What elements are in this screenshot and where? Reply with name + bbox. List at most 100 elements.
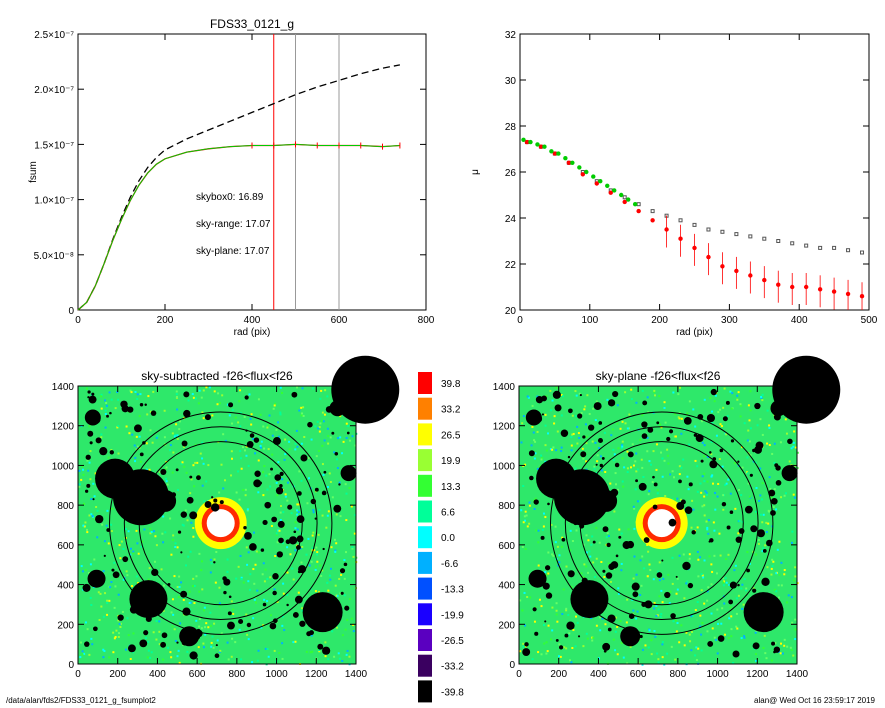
x-tick-label: 400: [590, 669, 607, 680]
noise-pixel: [300, 442, 303, 445]
noise-pixel: [314, 590, 317, 593]
noise-pixel: [621, 440, 624, 443]
noise-pixel: [794, 638, 797, 641]
noise-pixel: [641, 466, 644, 469]
mask-dot: [204, 501, 212, 508]
mask-dot: [121, 405, 129, 413]
noise-pixel: [317, 533, 320, 536]
noise-pixel: [604, 470, 607, 473]
noise-pixel: [570, 449, 573, 452]
noise-pixel: [683, 597, 686, 600]
mask-dot: [84, 641, 90, 647]
noise-pixel: [741, 607, 744, 610]
x-tick-label: 600: [630, 669, 647, 680]
footer-path: /data/alan/fds2/FDS33_0121_g_fsumplot2: [6, 696, 156, 705]
noise-pixel: [688, 557, 691, 560]
noise-pixel: [755, 487, 758, 490]
data-point: [577, 165, 582, 170]
mask-dot: [755, 441, 764, 450]
data-point: [584, 169, 589, 175]
noise-pixel: [103, 650, 106, 653]
mask-dot: [91, 392, 95, 396]
noise-pixel: [176, 546, 179, 549]
noise-pixel: [661, 656, 664, 659]
noise-pixel: [697, 575, 700, 578]
noise-pixel: [680, 624, 683, 627]
noise-pixel: [780, 584, 783, 587]
noise-pixel: [269, 576, 272, 579]
mask-dot: [786, 394, 794, 402]
mask-dot: [85, 489, 89, 493]
noise-pixel: [187, 399, 190, 402]
noise-pixel: [708, 555, 711, 558]
y-tick-label: 0: [68, 306, 74, 317]
data-point: [817, 287, 823, 292]
noise-pixel: [568, 549, 571, 552]
noise-pixel: [694, 654, 697, 657]
noise-pixel: [737, 532, 740, 535]
noise-pixel: [570, 436, 573, 439]
noise-pixel: [117, 425, 120, 428]
noise-pixel: [560, 446, 563, 449]
noise-pixel: [741, 466, 744, 469]
noise-pixel: [559, 655, 562, 658]
mask-dot: [725, 400, 730, 405]
noise-pixel: [740, 637, 743, 640]
noise-pixel: [339, 515, 342, 518]
noise-pixel: [329, 567, 332, 570]
noise-pixel: [699, 614, 702, 617]
noise-pixel: [85, 528, 88, 531]
noise-pixel: [286, 481, 289, 484]
noise-pixel: [536, 430, 539, 433]
noise-pixel: [594, 419, 597, 422]
noise-pixel: [246, 563, 249, 566]
noise-pixel: [164, 531, 167, 534]
mask-dot: [176, 641, 179, 644]
noise-pixel: [276, 494, 279, 497]
noise-pixel: [526, 395, 529, 398]
noise-pixel: [144, 636, 147, 639]
noise-pixel: [341, 659, 344, 662]
mask-dot: [186, 496, 194, 504]
noise-pixel: [588, 412, 591, 415]
noise-pixel: [520, 441, 523, 444]
noise-pixel: [232, 612, 235, 615]
noise-pixel: [551, 399, 554, 402]
noise-pixel: [171, 538, 174, 541]
noise-pixel: [664, 494, 667, 497]
noise-pixel: [288, 448, 291, 451]
noise-pixel: [759, 418, 762, 421]
mask-dot: [529, 475, 534, 481]
noise-pixel: [765, 657, 768, 660]
noise-pixel: [771, 452, 774, 455]
mask-dot: [754, 402, 761, 410]
mask-dot: [528, 450, 535, 457]
noise-pixel: [315, 455, 318, 458]
noise-pixel: [575, 529, 578, 532]
noise-pixel: [309, 651, 312, 654]
noise-pixel: [730, 628, 733, 631]
mask-dot: [534, 415, 543, 423]
noise-pixel: [614, 630, 617, 633]
annotation-0: skybox0: 16.89: [196, 192, 264, 203]
noise-pixel: [768, 444, 771, 447]
noise-pixel: [653, 629, 656, 632]
noise-pixel: [778, 540, 781, 543]
noise-pixel: [549, 389, 552, 392]
mask-dot: [567, 570, 575, 578]
mask-dot: [161, 632, 168, 639]
noise-pixel: [117, 619, 120, 622]
noise-pixel: [186, 650, 189, 653]
noise-pixel: [218, 491, 221, 494]
data-point: [535, 142, 540, 147]
noise-pixel: [647, 550, 650, 553]
noise-pixel: [253, 598, 256, 601]
noise-pixel: [733, 569, 736, 572]
noise-pixel: [550, 638, 553, 641]
sky-image: [78, 355, 400, 666]
noise-pixel: [537, 651, 540, 654]
noise-pixel: [700, 573, 703, 576]
noise-pixel: [188, 590, 191, 593]
noise-pixel: [640, 584, 643, 587]
mask-dot: [691, 530, 696, 535]
